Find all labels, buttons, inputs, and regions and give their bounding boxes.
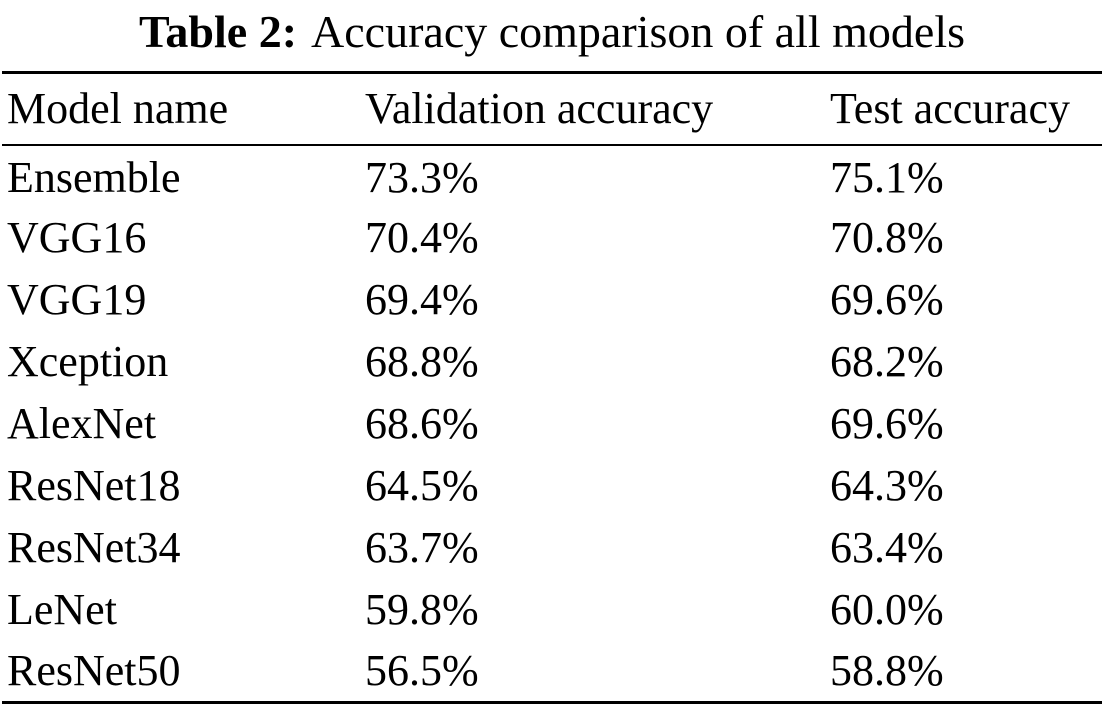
column-header-test-accuracy: Test accuracy [830,72,1102,146]
cell-test-accuracy: 75.1% [830,153,944,202]
table-row: Xception 68.8% 68.2% [2,331,1102,393]
table-row: ResNet18 64.5% 64.3% [2,455,1102,517]
cell-model-name: VGG19 [7,275,147,324]
cell-validation-accuracy: 64.5% [365,461,479,510]
cell-test-accuracy: 64.3% [830,461,944,510]
column-header-model-name: Model name [2,72,365,146]
cell-validation-accuracy: 69.4% [365,275,479,324]
cell-test-accuracy: 69.6% [830,275,944,324]
cell-test-accuracy: 68.2% [830,337,944,386]
table-caption: Table 2: Accuracy comparison of all model… [0,4,1104,59]
cell-test-accuracy: 63.4% [830,523,944,572]
cell-validation-accuracy: 59.8% [365,585,479,634]
cell-model-name: ResNet50 [7,646,181,696]
cell-model-name: VGG16 [7,213,147,262]
cell-model-name: Xception [7,337,169,386]
cell-validation-accuracy: 68.8% [365,337,479,386]
cell-model-name: AlexNet [7,399,157,448]
table-row: ResNet34 63.7% 63.4% [2,517,1102,579]
cell-test-accuracy: 70.8% [830,213,944,262]
cell-model-name: Ensemble [7,153,181,202]
cell-test-accuracy: 60.0% [830,585,944,634]
column-header-validation-accuracy: Validation accuracy [365,72,830,146]
cell-model-name: ResNet34 [7,523,181,572]
table-row: ResNet50 56.5% 58.8% [2,641,1102,703]
cell-validation-accuracy: 73.3% [365,153,479,202]
cell-validation-accuracy: 70.4% [365,213,479,262]
table-row: AlexNet 68.6% 69.6% [2,393,1102,455]
cell-test-accuracy: 58.8% [830,646,944,696]
caption-title: Accuracy comparison of all models [311,6,966,57]
caption-label: Table 2: [138,6,298,57]
accuracy-table: Model name Validation accuracy Test accu… [2,71,1102,704]
cell-validation-accuracy: 56.5% [365,646,479,696]
table-header-row: Model name Validation accuracy Test accu… [2,72,1102,146]
table-row: Ensemble 73.3% 75.1% [2,145,1102,207]
cell-model-name: ResNet18 [7,461,181,510]
cell-model-name: LeNet [7,585,117,634]
table-row: VGG19 69.4% 69.6% [2,269,1102,331]
cell-test-accuracy: 69.6% [830,399,944,448]
table-row: LeNet 59.8% 60.0% [2,579,1102,641]
cell-validation-accuracy: 68.6% [365,399,479,448]
cell-validation-accuracy: 63.7% [365,523,479,572]
table-row: VGG16 70.4% 70.8% [2,207,1102,269]
